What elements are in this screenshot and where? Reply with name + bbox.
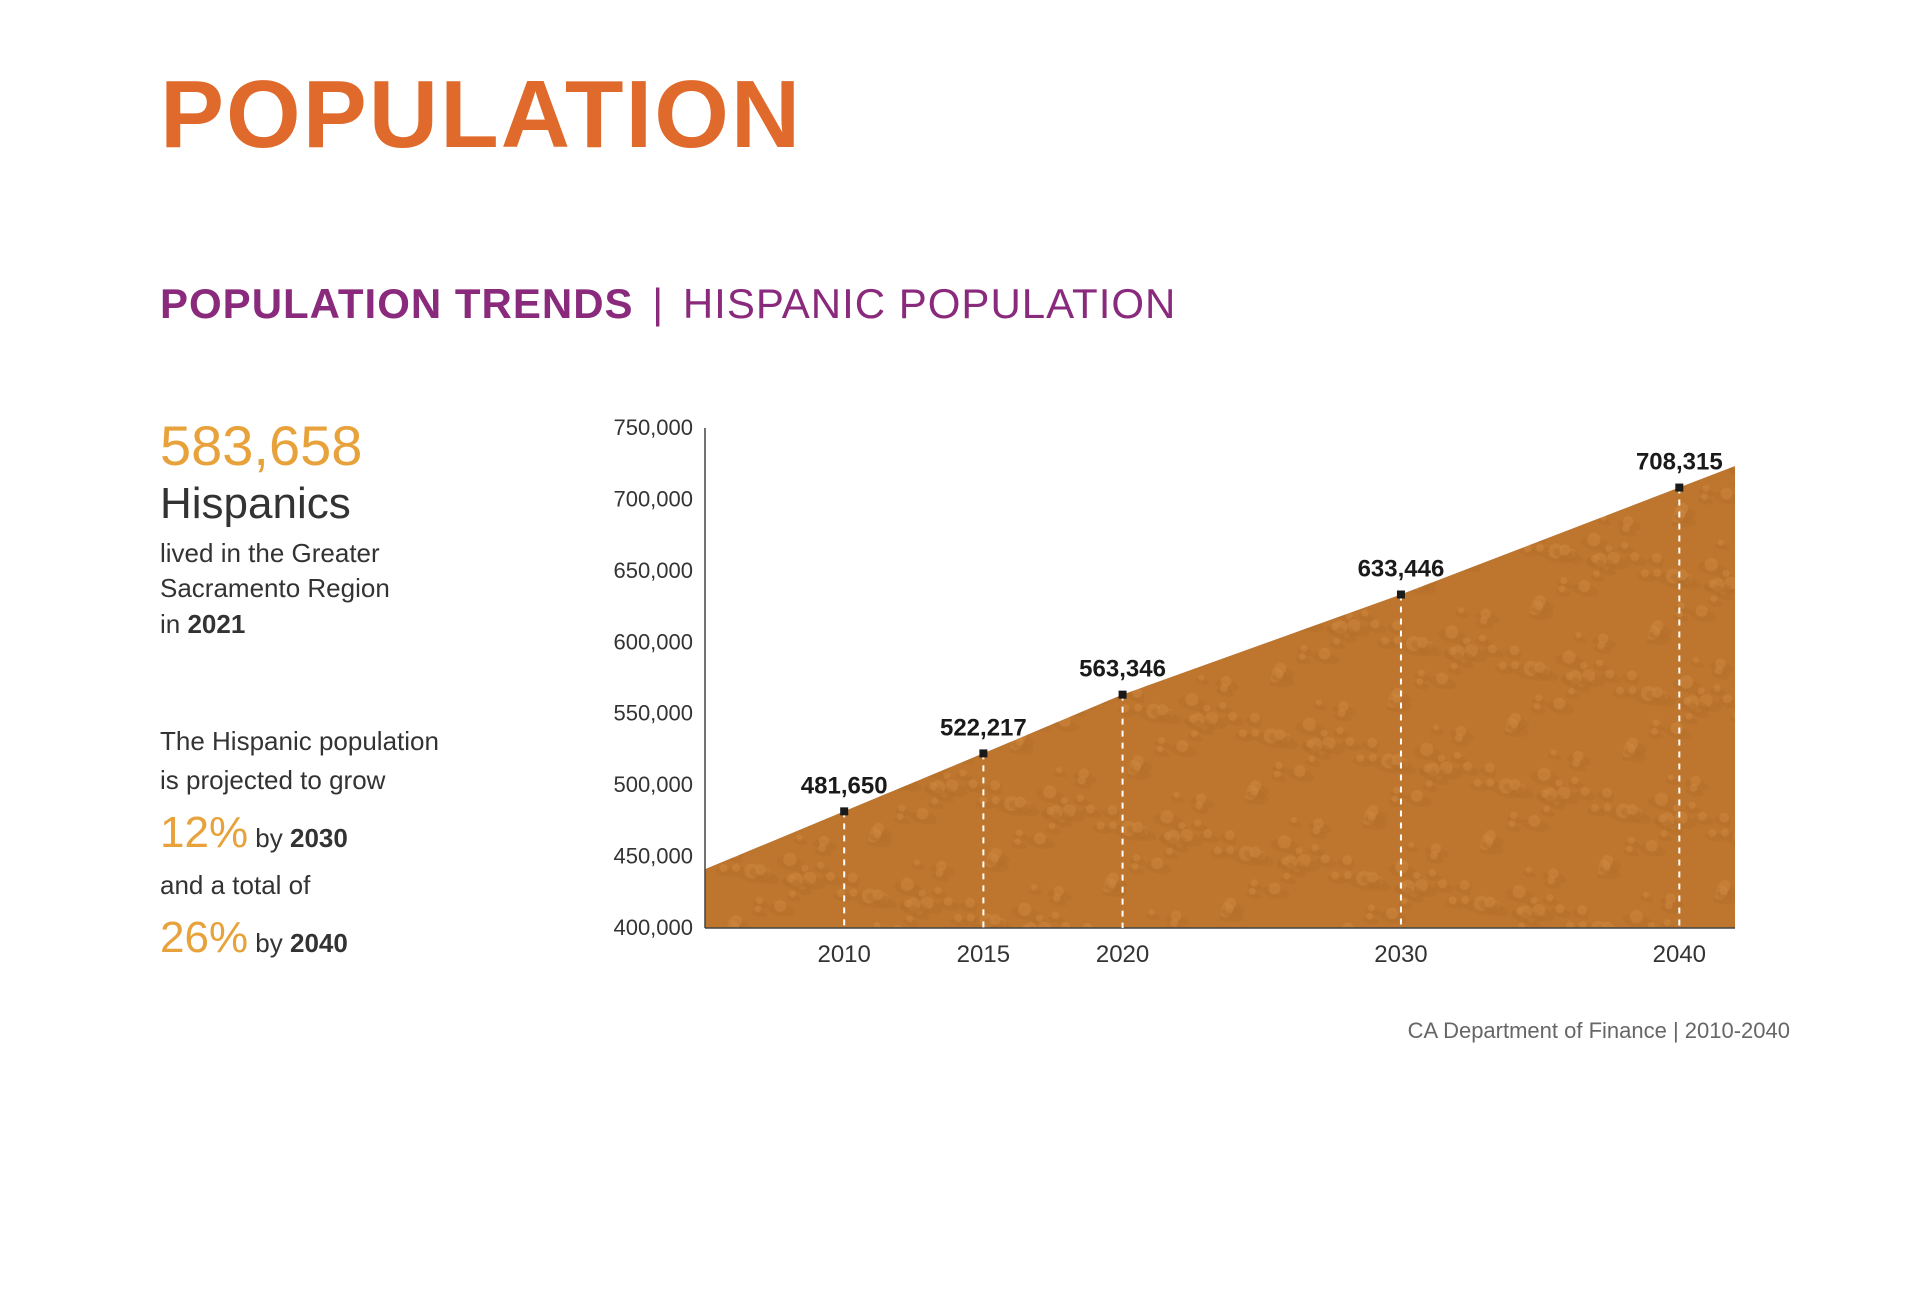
y-tick-label: 450,000	[613, 844, 693, 869]
data-marker	[1675, 484, 1683, 492]
data-marker	[979, 749, 987, 757]
data-marker	[1119, 691, 1127, 699]
data-label: 563,346	[1079, 656, 1166, 683]
subtitle-bold: POPULATION TRENDS	[160, 280, 634, 327]
data-label: 633,446	[1358, 556, 1445, 583]
page-title: POPULATION	[160, 60, 1790, 170]
stat-description: lived in the Greater Sacramento Region i…	[160, 536, 530, 641]
data-marker	[1397, 591, 1405, 599]
section-subtitle: POPULATION TRENDS | HISPANIC POPULATION	[160, 280, 1790, 328]
x-tick-label: 2015	[957, 941, 1010, 968]
x-tick-label: 2010	[817, 941, 870, 968]
data-marker	[840, 807, 848, 815]
projection-text: The Hispanic population is projected to …	[160, 722, 530, 971]
y-tick-label: 500,000	[613, 772, 693, 797]
chart-container: 400,000 450,000 500,000 550,000 600,000 650,0…	[590, 418, 1790, 1044]
content-row: 583,658 Hispanics lived in the Greater S…	[160, 418, 1790, 1044]
y-tick-label: 400,000	[613, 915, 693, 940]
subtitle-light: HISPANIC POPULATION	[683, 280, 1177, 327]
data-label: 481,650	[801, 772, 888, 799]
subtitle-separator: |	[640, 280, 677, 327]
area-fill	[705, 466, 1735, 928]
data-label: 708,315	[1636, 449, 1723, 476]
stat-number: 583,658	[160, 418, 530, 474]
source-citation: CA Department of Finance | 2010-2040	[590, 1018, 1790, 1044]
projection-pct-2: 26%	[160, 913, 248, 962]
y-tick-label: 550,000	[613, 701, 693, 726]
y-tick-label: 750,000	[613, 418, 693, 440]
y-tick-label: 650,000	[613, 558, 693, 583]
area-chart: 400,000 450,000 500,000 550,000 600,000 650,0…	[590, 418, 1790, 978]
stats-sidebar: 583,658 Hispanics lived in the Greater S…	[160, 418, 530, 1044]
stat-label: Hispanics	[160, 480, 530, 528]
x-tick-label: 2040	[1653, 941, 1706, 968]
chart-svg: 400,000 450,000 500,000 550,000 600,000 650,0…	[590, 418, 1750, 978]
x-tick-label: 2030	[1374, 941, 1427, 968]
projection-pct-1: 12%	[160, 808, 248, 857]
y-tick-label: 600,000	[613, 629, 693, 654]
x-tick-label: 2020	[1096, 941, 1149, 968]
y-tick-label: 700,000	[613, 486, 693, 511]
data-label: 522,217	[940, 714, 1027, 741]
